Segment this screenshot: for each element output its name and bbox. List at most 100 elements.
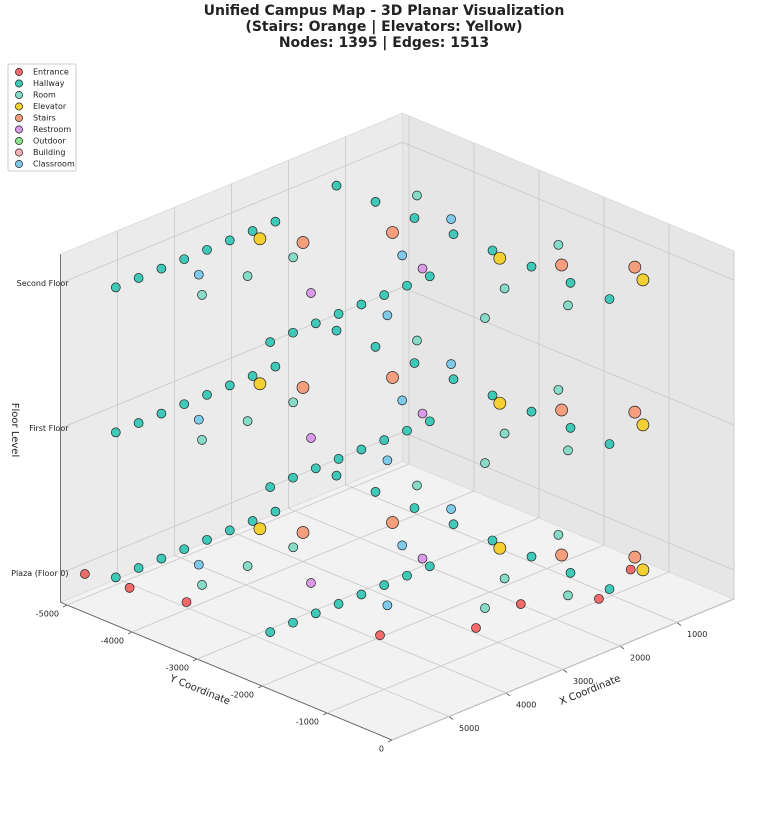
node-point [446, 359, 456, 369]
grid-line [117, 578, 450, 717]
node-point [379, 290, 390, 300]
grid-line [66, 463, 410, 606]
node-point [402, 280, 412, 291]
y-tick-label: -1000 [296, 718, 319, 727]
node-point [446, 504, 456, 514]
node-point [197, 435, 207, 445]
x-tick [619, 645, 625, 650]
node-point [270, 361, 281, 372]
node-point [296, 236, 310, 249]
node-point [193, 559, 204, 570]
x-tick-label: 1000 [687, 630, 707, 639]
node-point [382, 600, 393, 611]
legend-label: Restroom [33, 125, 71, 134]
legend-label: Entrance [33, 68, 69, 77]
y-tick [127, 631, 133, 635]
node-point [493, 396, 507, 410]
node-point [409, 358, 420, 368]
node-point [156, 408, 167, 419]
node-point [331, 180, 342, 191]
node-point [487, 535, 498, 546]
node-point [110, 427, 121, 438]
node-point [124, 582, 135, 593]
grid-line [261, 544, 605, 687]
node-point [565, 423, 576, 433]
chart-title: Unified Campus Map - 3D Planar Visualiza… [204, 3, 565, 19]
legend-marker [15, 79, 23, 88]
node-point [412, 335, 422, 346]
node-point [625, 564, 636, 575]
y-tick [322, 712, 328, 716]
node-point [553, 529, 564, 540]
node-point [288, 472, 298, 483]
node-point [424, 416, 435, 427]
legend-label: Elevator [33, 102, 67, 111]
node-point [356, 444, 367, 455]
legend-marker [15, 102, 23, 111]
node-point [526, 261, 537, 272]
legend-label: Stairs [33, 114, 56, 123]
grid-line [288, 507, 621, 647]
node-point [265, 337, 276, 347]
y-axis-line [60, 601, 393, 741]
node-point [202, 389, 212, 400]
node-point [628, 260, 642, 274]
grid-line [326, 571, 670, 714]
grid-line [402, 431, 735, 571]
legend-label: Building [33, 148, 65, 157]
node-point [296, 381, 310, 394]
grid-line [391, 598, 735, 741]
node-point [179, 254, 190, 265]
node-point [253, 377, 267, 391]
node-point [224, 235, 235, 246]
node-point [193, 269, 204, 280]
node-point [628, 550, 642, 564]
node-point [382, 310, 393, 321]
node-point [555, 403, 568, 417]
y-tick [257, 685, 263, 689]
grid-line [231, 531, 564, 670]
node-point [333, 309, 344, 319]
grid-line [60, 286, 403, 429]
x-tick [676, 622, 682, 626]
node-point [331, 470, 342, 481]
grid-line [60, 431, 403, 574]
node-point [224, 380, 235, 391]
node-point [356, 299, 367, 310]
node-point [197, 580, 207, 590]
node-point [386, 226, 399, 239]
legend-marker [15, 148, 23, 157]
legend-marker [15, 114, 23, 122]
grid-line [196, 517, 540, 660]
node-point [409, 503, 420, 513]
node-point [397, 250, 408, 261]
node-point [493, 541, 507, 555]
node-point [156, 263, 167, 274]
node-point [402, 425, 412, 436]
node-point [604, 294, 615, 304]
node-point [417, 263, 428, 274]
node-point [133, 418, 144, 428]
node-point [417, 408, 428, 419]
node-point [370, 487, 381, 497]
node-point [397, 395, 408, 406]
node-point [386, 516, 399, 529]
node-point [253, 232, 267, 246]
node-point [370, 197, 381, 207]
node-point [526, 551, 537, 562]
node-point [604, 439, 615, 449]
node-point [397, 540, 408, 551]
node-point [382, 455, 393, 466]
node-point [179, 399, 190, 410]
node-point [310, 608, 321, 619]
node-point [265, 482, 276, 492]
x-tick [448, 716, 454, 720]
node-point [379, 435, 390, 445]
node-point [493, 251, 507, 265]
y-tick [192, 658, 198, 662]
node-point [202, 534, 212, 545]
y-tick-label: 0 [379, 745, 384, 754]
node-point [224, 525, 235, 536]
node-point [412, 480, 422, 491]
node-point [412, 190, 422, 201]
